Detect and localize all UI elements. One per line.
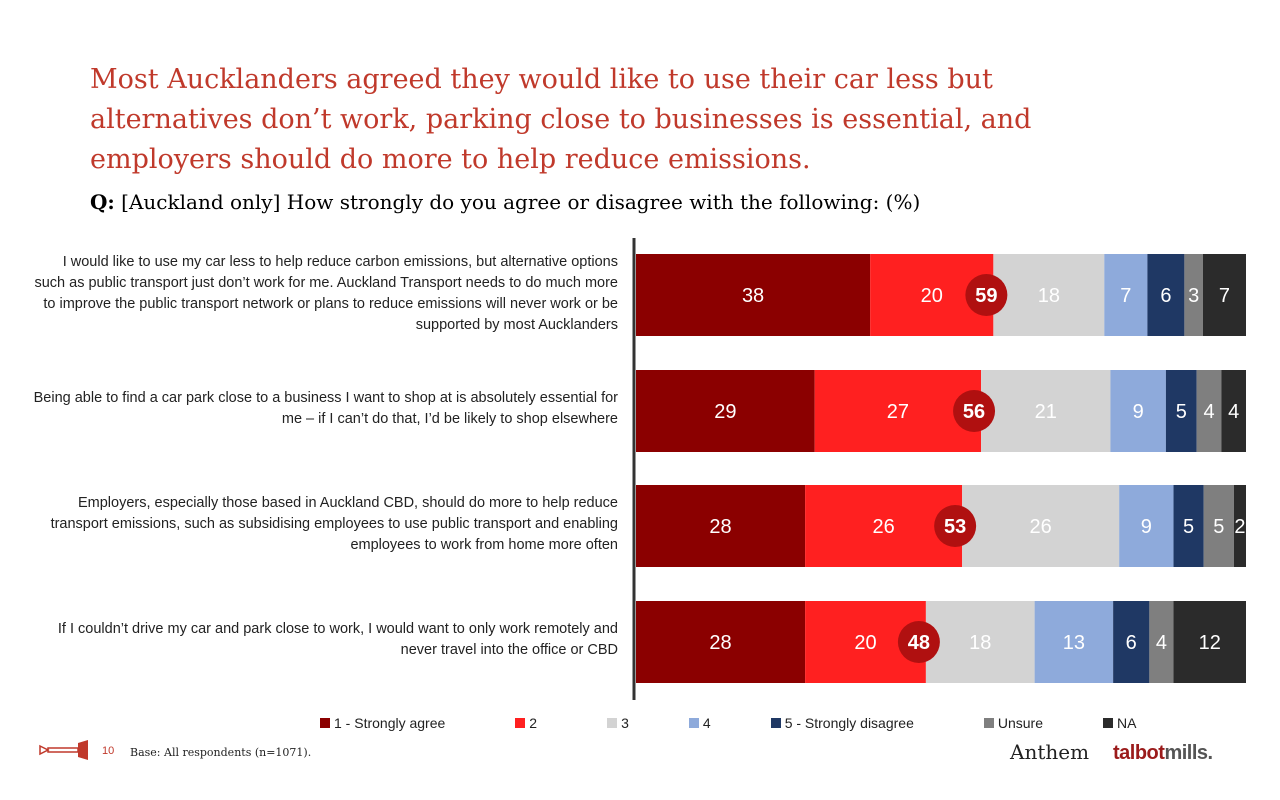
- legend-label: NA: [1117, 715, 1137, 731]
- page-number: 10: [102, 745, 115, 757]
- chart-legend: 1 - Strongly agree 2 3 4 5 - Strongly disagr…: [320, 713, 1140, 733]
- net-agree-circle-row1: [965, 274, 1008, 316]
- bar-segment-row3-s5: [1173, 485, 1204, 567]
- legend-item-6: Unsure: [983, 713, 1044, 733]
- bar-segment-row4-s6: [1149, 601, 1174, 683]
- question-body: [Auckland only] How strongly do you agre…: [121, 190, 921, 214]
- legend-item-2: 2: [515, 713, 537, 733]
- data-label-row4-s1: 28: [709, 632, 731, 654]
- bar-segment-row3-s7: [1233, 485, 1246, 567]
- data-label-row2-s2: 27: [887, 401, 909, 423]
- bar-segment-row4-s3: [925, 601, 1035, 683]
- net-agree-label-row2: 56: [963, 401, 985, 423]
- data-label-row1-s6: 3: [1188, 285, 1199, 307]
- net-agree-circle-row2: [953, 390, 996, 432]
- data-label-row4-s3: 18: [969, 632, 991, 654]
- talbot-text: talbot: [1113, 742, 1165, 764]
- data-label-row1-s2: 20: [921, 285, 943, 307]
- data-label-row2-s7: 4: [1228, 401, 1239, 423]
- bar-segment-row2-s4: [1110, 370, 1166, 452]
- legend-swatch: [688, 718, 699, 728]
- data-label-row3-s2: 26: [872, 516, 894, 538]
- row-label-2: Being able to find a car park close to a…: [33, 390, 618, 427]
- data-label-row3-s1: 28: [709, 516, 731, 538]
- row-label-1: I would like to use my car less to help …: [34, 254, 618, 333]
- data-label-row2-s4: 9: [1133, 401, 1144, 423]
- data-label-row3-s5: 5: [1183, 516, 1194, 538]
- anthem-logo: Anthem: [1010, 740, 1090, 764]
- bar-segment-row4-s5: [1113, 601, 1150, 683]
- bar-segment-row3-s4: [1119, 485, 1174, 567]
- data-label-row2-s5: 5: [1176, 401, 1187, 423]
- legend-swatch: [1103, 718, 1114, 728]
- bar-segment-row1-s5: [1147, 254, 1185, 336]
- legend-swatch: [607, 718, 618, 728]
- data-label-row4-s6: 4: [1156, 632, 1167, 654]
- question-prefix: Q:: [90, 190, 115, 214]
- bar-segment-row3-s1: [636, 485, 806, 567]
- legend-label: 4: [702, 715, 711, 731]
- bar-segment-row3-s3: [962, 485, 1120, 567]
- data-label-row1-s1: 38: [742, 285, 764, 307]
- legend-item-5: 5 - Strongly disagree: [770, 713, 914, 733]
- legend-label: Unsure: [997, 715, 1044, 731]
- legend-label: 5 - Strongly disagree: [784, 715, 914, 731]
- bar-segment-row1-s1: [636, 254, 871, 336]
- data-label-row2-s3: 21: [1035, 401, 1057, 423]
- bar-segment-row1-s6: [1184, 254, 1203, 336]
- data-label-row4-s5: 6: [1126, 632, 1137, 654]
- data-label-row3-s6: 5: [1213, 516, 1224, 538]
- data-label-row1-s4: 7: [1120, 285, 1131, 307]
- legend-item-3: 3: [607, 713, 629, 733]
- data-label-row4-s7: 12: [1199, 632, 1221, 654]
- talbotmills-logo: talbotmills.: [1113, 742, 1213, 765]
- mills-text: mills.: [1164, 742, 1213, 764]
- question-text: Q: [Auckland only] How strongly do you a…: [90, 190, 920, 214]
- row-label-4: If I couldn’t drive my car and park clos…: [57, 621, 618, 658]
- bar-segment-row2-s6: [1196, 370, 1222, 452]
- base-note: Base: All respondents (n=1071).: [130, 746, 312, 759]
- page-title: Most Aucklanders agreed they would like …: [90, 64, 1032, 175]
- legend-label: 2: [529, 715, 538, 731]
- net-agree-label-row1: 59: [975, 285, 997, 307]
- data-label-row3-s4: 9: [1141, 516, 1152, 538]
- bar-segment-row1-s3: [993, 254, 1105, 336]
- data-label-row1-s3: 18: [1038, 285, 1060, 307]
- data-label-row1-s7: 7: [1219, 285, 1230, 307]
- bar-segment-row1-s4: [1104, 254, 1148, 336]
- bar-segment-row3-s6: [1203, 485, 1234, 567]
- bar-segment-row2-s1: [636, 370, 815, 452]
- bar-segment-row4-s1: [636, 601, 806, 683]
- legend-swatch: [770, 718, 781, 728]
- data-label-row4-s4: 13: [1063, 632, 1085, 654]
- legend-swatch: [983, 718, 994, 728]
- bar-segment-row4-s7: [1173, 601, 1246, 683]
- bar-segment-row2-s5: [1165, 370, 1197, 452]
- data-label-row4-s2: 20: [854, 632, 876, 654]
- horn-logo-icon: [39, 740, 88, 760]
- bar-segment-row2-s7: [1221, 370, 1246, 452]
- net-agree-label-row3: 53: [944, 516, 966, 538]
- legend-swatch: [515, 718, 526, 728]
- data-label-row3-s3: 26: [1030, 516, 1052, 538]
- net-agree-label-row4: 48: [908, 632, 930, 654]
- data-label-row1-s5: 6: [1160, 285, 1171, 307]
- bar-segment-row4-s4: [1034, 601, 1114, 683]
- data-label-row2-s1: 29: [714, 401, 736, 423]
- legend-item-4: 4: [688, 713, 711, 733]
- net-agree-circle-row3: [934, 505, 977, 547]
- net-agree-circle-row4: [897, 621, 940, 663]
- legend-item-1: 1 - Strongly agree: [320, 713, 445, 733]
- row-label-3: Employers, especially those based in Auc…: [50, 495, 618, 553]
- bar-segment-row2-s3: [981, 370, 1111, 452]
- legend-label: 3: [621, 715, 629, 731]
- data-label-row2-s6: 4: [1203, 401, 1214, 423]
- legend-label: 1 - Strongly agree: [334, 715, 446, 731]
- bar-segment-row1-s7: [1202, 254, 1246, 336]
- legend-swatch: [320, 718, 330, 728]
- data-label-row3-s7: 2: [1234, 516, 1245, 538]
- legend-item-7: NA: [1103, 713, 1136, 733]
